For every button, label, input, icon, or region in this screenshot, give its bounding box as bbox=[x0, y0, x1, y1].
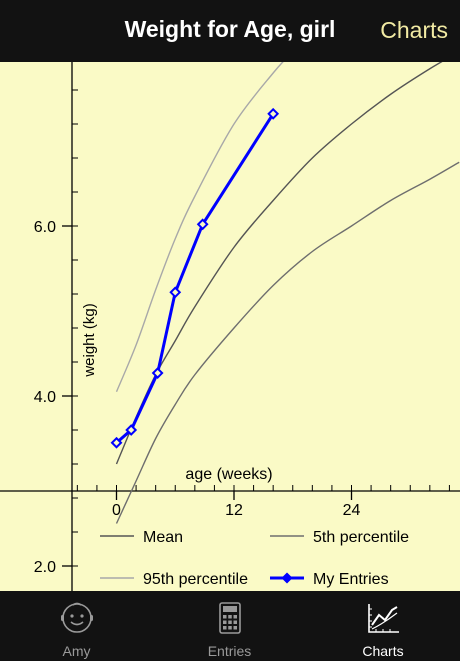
x-tick-label: 24 bbox=[343, 502, 361, 519]
legend-label: 95th percentile bbox=[143, 571, 248, 588]
y-tick-label: 4.0 bbox=[34, 389, 56, 406]
tab-bar: Amy Entries Charts bbox=[0, 591, 460, 661]
series-95th-percentile-line bbox=[115, 62, 284, 393]
entry-point bbox=[110, 436, 123, 449]
x-tick-label: 0 bbox=[112, 502, 121, 519]
tab-charts-label: Charts bbox=[362, 643, 404, 659]
entry-point bbox=[169, 286, 182, 299]
tab-entries[interactable]: Entries bbox=[153, 591, 306, 661]
chart-icon bbox=[368, 604, 399, 633]
charts-nav-button[interactable]: Charts bbox=[380, 17, 448, 43]
growth-chart[interactable]: 2.0 4.0 6.0 0 12 24 age (weeks) weight (kg) Mean… bbox=[0, 62, 460, 591]
series-5th-percentile-line bbox=[115, 161, 460, 524]
tab-charts[interactable]: Charts bbox=[306, 591, 460, 661]
navigation-bar: Weight for Age, girl Charts bbox=[0, 0, 460, 62]
legend-label: Mean bbox=[143, 529, 183, 546]
legend-label: 5th percentile bbox=[313, 529, 409, 546]
y-axis-label: weight (kg) bbox=[81, 303, 98, 377]
calculator-icon bbox=[218, 602, 241, 634]
series-mean-line bbox=[115, 62, 443, 465]
y-tick-label: 2.0 bbox=[34, 559, 56, 576]
x-tick-label: 12 bbox=[225, 502, 243, 519]
baby-face-icon bbox=[60, 602, 93, 633]
tab-entries-label: Entries bbox=[207, 643, 252, 659]
legend-marker bbox=[281, 572, 293, 584]
x-axis-label: age (weeks) bbox=[185, 466, 272, 483]
entry-point bbox=[196, 218, 209, 231]
y-tick-label: 6.0 bbox=[34, 219, 56, 236]
legend-label: My Entries bbox=[313, 571, 389, 588]
series-my-entries-line bbox=[115, 112, 275, 444]
entry-point bbox=[151, 367, 164, 379]
entry-point bbox=[267, 107, 280, 120]
chart-svg: 2.0 4.0 6.0 0 12 24 age (weeks) weight (kg) Mean… bbox=[0, 62, 460, 591]
entry-point bbox=[125, 424, 138, 436]
tab-amy-label: Amy bbox=[62, 643, 91, 659]
tab-amy[interactable]: Amy bbox=[0, 591, 153, 661]
